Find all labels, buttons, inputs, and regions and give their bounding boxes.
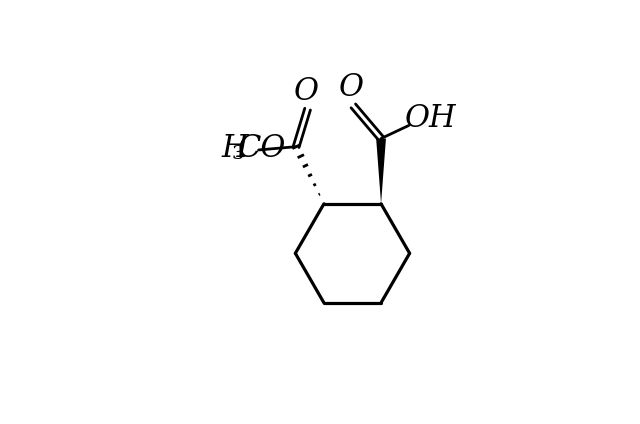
Text: OH: OH xyxy=(405,103,457,134)
Text: H: H xyxy=(221,133,248,164)
Text: CO: CO xyxy=(238,133,287,164)
Polygon shape xyxy=(376,139,386,204)
Text: 3: 3 xyxy=(232,145,244,163)
Text: O: O xyxy=(294,75,319,107)
Text: O: O xyxy=(339,73,364,103)
